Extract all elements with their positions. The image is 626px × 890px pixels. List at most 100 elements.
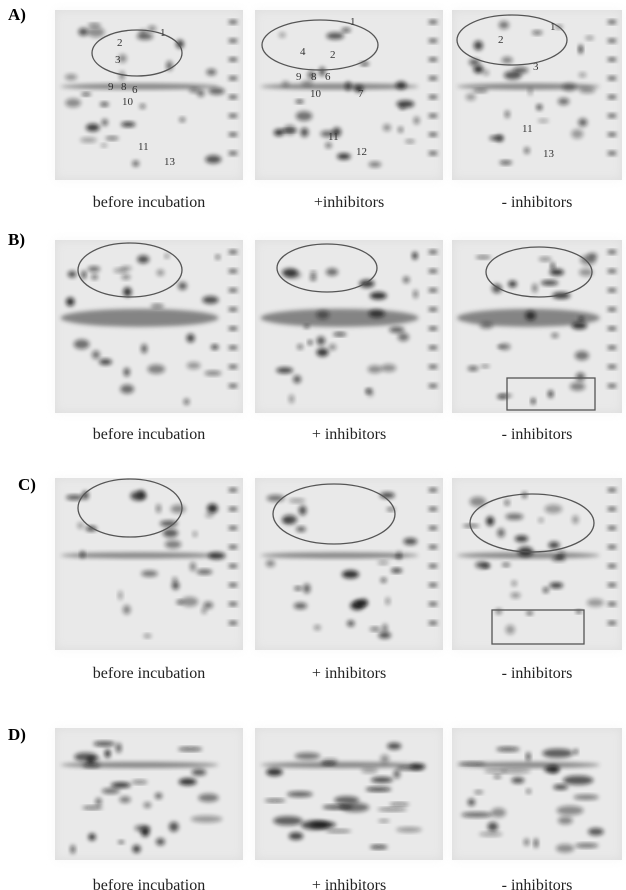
- gel-shade: [452, 10, 622, 180]
- protein-spot: [293, 375, 301, 383]
- protein-spot: [525, 311, 536, 321]
- protein-spot: [558, 817, 573, 825]
- marker-band: [229, 384, 237, 388]
- protein-spot: [499, 21, 509, 29]
- protein-spot: [578, 118, 587, 126]
- protein-spot: [326, 268, 338, 275]
- protein-spot: [511, 593, 521, 598]
- protein-spot: [458, 762, 485, 765]
- protein-spot: [553, 785, 568, 790]
- protein-spot: [279, 32, 286, 37]
- protein-spot: [169, 822, 179, 832]
- spot-label: 4: [300, 46, 306, 58]
- protein-spot: [524, 147, 529, 153]
- protein-spot: [156, 504, 161, 513]
- protein-spot: [370, 292, 387, 299]
- protein-spot: [398, 127, 403, 133]
- protein-spot: [391, 568, 402, 572]
- protein-spot: [289, 832, 303, 840]
- protein-spot: [316, 310, 329, 319]
- protein-spot: [528, 88, 532, 95]
- protein-spot: [366, 787, 392, 791]
- protein-spot: [325, 143, 331, 148]
- protein-spot: [579, 268, 593, 276]
- marker-band: [429, 583, 437, 587]
- gel-image: [452, 728, 622, 860]
- panel-caption: before incubation: [93, 426, 205, 443]
- protein-spot: [515, 535, 528, 542]
- gel-image: [55, 728, 243, 860]
- protein-spot: [132, 845, 140, 853]
- protein-spot: [571, 129, 583, 138]
- marker-band: [608, 76, 616, 80]
- protein-spot: [322, 758, 338, 763]
- protein-spot: [308, 340, 312, 345]
- gel-shade: [255, 728, 443, 860]
- spot-label: 9: [108, 81, 114, 93]
- panel-caption: before incubation: [93, 194, 205, 211]
- protein-spot: [294, 586, 302, 590]
- protein-spot: [396, 81, 407, 89]
- protein-spot: [297, 344, 303, 349]
- spot-label: 2: [117, 37, 123, 49]
- protein-spot: [466, 94, 476, 101]
- protein-spot: [473, 89, 488, 92]
- protein-spot: [371, 777, 393, 783]
- marker-band: [608, 151, 616, 155]
- marker-band: [608, 564, 616, 568]
- protein-spot: [156, 838, 165, 845]
- protein-spot: [88, 27, 105, 37]
- marker-band: [429, 327, 437, 331]
- marker-band: [608, 250, 616, 254]
- protein-spot: [77, 522, 83, 529]
- gel-streak: [61, 309, 219, 327]
- protein-spot: [296, 111, 312, 121]
- marker-band: [229, 114, 237, 118]
- protein-spot: [86, 124, 100, 132]
- protein-spot: [386, 597, 391, 604]
- marker-band: [608, 545, 616, 549]
- protein-spot: [176, 600, 183, 604]
- protein-spot: [572, 515, 578, 523]
- protein-spot: [534, 838, 538, 847]
- protein-spot: [497, 528, 505, 537]
- protein-spot: [88, 23, 101, 27]
- protein-spot: [556, 844, 574, 852]
- protein-spot: [266, 768, 282, 776]
- figure-canvas: A)123986101113before incubation142986107…: [0, 0, 626, 890]
- protein-spot: [579, 45, 583, 54]
- spot-label: 12: [356, 146, 367, 158]
- protein-spot: [526, 611, 533, 615]
- protein-spot: [522, 492, 526, 498]
- protein-spot: [74, 753, 97, 762]
- protein-spot: [295, 100, 303, 103]
- protein-spot: [296, 527, 306, 532]
- marker-band: [229, 151, 237, 155]
- protein-spot: [563, 776, 594, 785]
- protein-spot: [579, 87, 595, 93]
- protein-spot: [526, 752, 530, 761]
- protein-spot: [549, 765, 559, 773]
- marker-band: [429, 346, 437, 350]
- protein-spot: [558, 551, 565, 556]
- protein-spot: [317, 336, 326, 345]
- marker-band: [229, 602, 237, 606]
- marker-band: [229, 583, 237, 587]
- marker-band: [608, 269, 616, 273]
- protein-spot: [575, 843, 599, 847]
- spot-label: 1: [550, 21, 556, 33]
- protein-spot: [342, 570, 359, 578]
- marker-band: [429, 602, 437, 606]
- protein-spot: [289, 395, 294, 404]
- marker-band: [229, 133, 237, 137]
- spot-label: 6: [132, 84, 138, 96]
- marker-band: [229, 95, 237, 99]
- protein-spot: [216, 255, 220, 260]
- figure: A)123986101113before incubation142986107…: [0, 0, 626, 890]
- protein-spot: [132, 161, 139, 167]
- protein-spot: [380, 755, 389, 764]
- marker-band: [608, 365, 616, 369]
- marker-band: [429, 250, 437, 254]
- protein-spot: [264, 799, 285, 802]
- marker-band: [229, 20, 237, 24]
